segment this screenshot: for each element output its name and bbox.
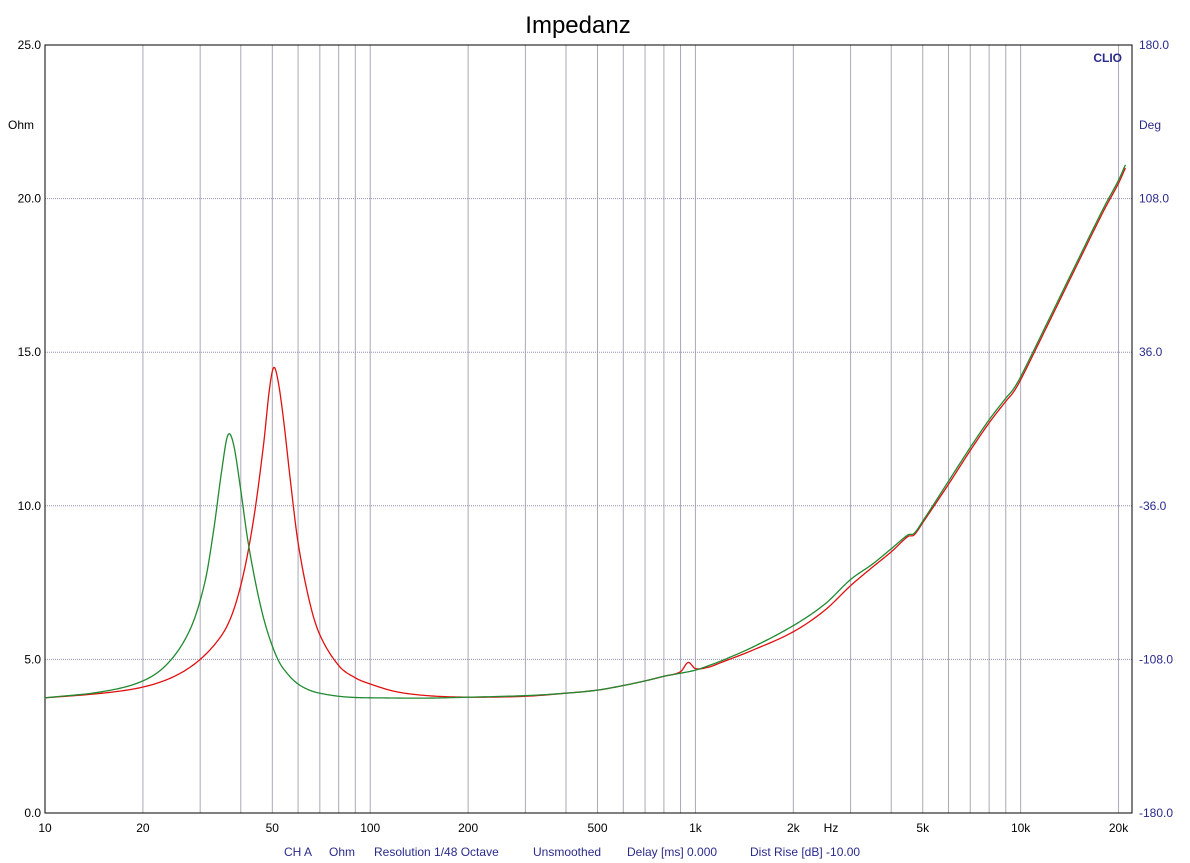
y-axis-label: Ohm	[8, 118, 34, 132]
x-tick-label: 200	[458, 821, 478, 835]
y-tick-label: 0.0	[24, 806, 41, 820]
x-tick-label: 20	[136, 821, 150, 835]
right-axis-ticks: -180.0 -108.0 -36.0 36.0 108.0 180.0	[1139, 38, 1173, 820]
x-tick-label: 50	[266, 821, 280, 835]
y-tick-label: 15.0	[18, 345, 42, 359]
footer-delay: Delay [ms] 0.000	[627, 845, 717, 859]
x-tick-label: 5k	[916, 821, 930, 835]
minor-grid	[142, 45, 1120, 813]
y2-tick-label: -108.0	[1139, 652, 1173, 666]
y-tick-label: 5.0	[24, 652, 41, 666]
y2-tick-label: 108.0	[1139, 192, 1169, 206]
series-line-1	[44, 167, 1127, 699]
y2-tick-label: -36.0	[1139, 499, 1167, 513]
major-grid	[45, 45, 1132, 813]
plot-frame	[44, 44, 1133, 814]
series-line-2	[44, 164, 1127, 699]
brand-label: CLIO	[1093, 51, 1122, 65]
footer-resolution: Resolution 1/48 Octave	[374, 845, 499, 859]
x-tick-label: 1k	[689, 821, 703, 835]
y2-axis-label: Deg	[1139, 118, 1161, 132]
x-tick-label: 10k	[1011, 821, 1031, 835]
footer-unit: Ohm	[329, 845, 355, 859]
y-tick-label: 10.0	[18, 499, 42, 513]
footer-channel: CH A	[284, 845, 312, 859]
left-axis-ticks: 0.0 5.0 10.0 15.0 20.0 25.0	[18, 38, 42, 820]
footer-dist-rise: Dist Rise [dB] -10.00	[750, 845, 860, 859]
y2-tick-label: 36.0	[1139, 345, 1163, 359]
y2-tick-label: -180.0	[1139, 806, 1173, 820]
x-tick-label: 2k	[787, 821, 801, 835]
y-tick-label: 25.0	[18, 38, 42, 52]
y2-tick-label: 180.0	[1139, 38, 1169, 52]
y-tick-label: 20.0	[18, 192, 42, 206]
x-tick-label: 100	[360, 821, 380, 835]
x-axis-ticks: 10 20 50 100 200 500 1k 2k 5k 10k 20k	[38, 821, 1129, 835]
footer-smoothing: Unsmoothed	[533, 845, 601, 859]
x-tick-label: 500	[588, 821, 608, 835]
x-tick-label: 10	[38, 821, 52, 835]
series-layer	[44, 164, 1127, 699]
x-tick-label: 20k	[1109, 821, 1129, 835]
chart-title: Impedanz	[525, 12, 630, 39]
x-unit-label: Hz	[824, 821, 839, 835]
